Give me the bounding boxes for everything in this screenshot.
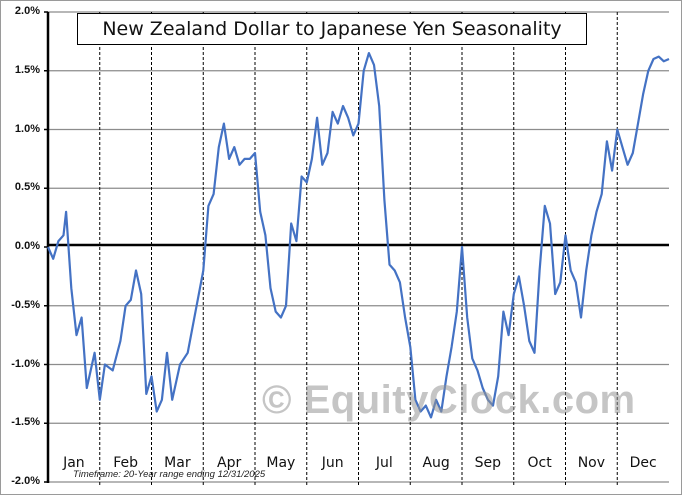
x-tick-label-jul: Jul <box>375 455 393 471</box>
y-tick-label: -2.0% <box>11 475 40 487</box>
y-tick-label: 0.0% <box>14 240 40 252</box>
x-tick-label-dec: Dec <box>629 455 657 471</box>
y-tick-label: 0.5% <box>14 181 40 194</box>
y-tick-label: -0.5% <box>11 298 40 311</box>
x-tick-label-may: May <box>266 455 296 471</box>
x-tick-label-aug: Aug <box>422 455 450 471</box>
x-tick-label-nov: Nov <box>577 455 606 471</box>
watermark: © EquityClock.com <box>262 378 636 422</box>
chart-title: New Zealand Dollar to Japanese Yen Seaso… <box>77 13 587 45</box>
x-tick-label-oct: Oct <box>527 455 552 471</box>
x-tick-label-mar: Mar <box>164 455 191 471</box>
y-tick-label: 1.0% <box>14 122 40 135</box>
x-tick-label-jan: Jan <box>63 455 85 471</box>
x-tick-label-feb: Feb <box>113 455 139 471</box>
x-tick-label-sep: Sep <box>474 455 502 471</box>
y-tick-label: 2.0% <box>14 5 40 17</box>
y-tick-label: 1.5% <box>14 63 40 76</box>
x-tick-label-apr: Apr <box>217 455 242 471</box>
y-tick-label: -1.0% <box>11 357 40 370</box>
seasonality-line <box>46 52 670 419</box>
timeframe-annotation: Timeframe: 20-Year range ending 12/31/20… <box>73 469 266 480</box>
y-tick-label: -1.5% <box>11 416 40 429</box>
x-tick-label-jun: Jun <box>321 455 344 471</box>
